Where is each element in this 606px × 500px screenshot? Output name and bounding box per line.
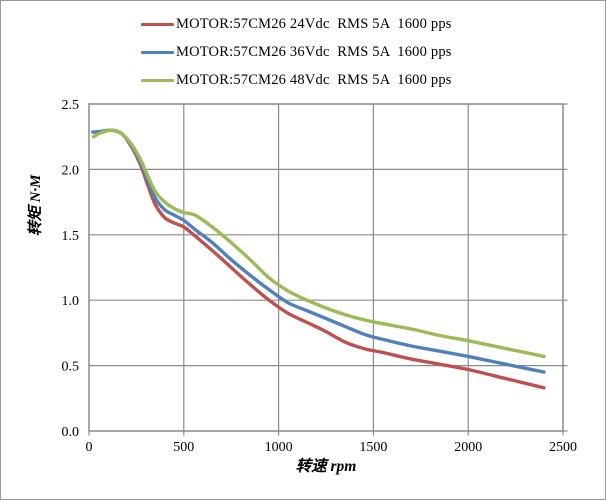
x-tick-label: 0 bbox=[86, 440, 93, 455]
legend: MOTOR:57CM26 24Vdc RMS 5A 1600 pps MOTOR… bbox=[141, 15, 452, 90]
y-tick-label: 1.0 bbox=[62, 294, 80, 309]
x-tick-label: 1500 bbox=[359, 440, 387, 455]
y-tick-label: 2.0 bbox=[62, 163, 80, 178]
legend-item-36vdc: MOTOR:57CM26 36Vdc RMS 5A 1600 pps bbox=[141, 43, 452, 62]
y-tick-label: 0.5 bbox=[62, 360, 80, 375]
curve-series-1 bbox=[91, 128, 546, 374]
curve-series-2 bbox=[92, 128, 546, 359]
y-tick-label: 0.0 bbox=[62, 425, 80, 440]
legend-line-swatch-24vdc bbox=[141, 22, 174, 27]
legend-label-48vdc: MOTOR:57CM26 48Vdc RMS 5A 1600 pps bbox=[176, 72, 452, 88]
legend-label-24vdc: MOTOR:57CM26 24Vdc RMS 5A 1600 pps bbox=[176, 16, 452, 32]
plot-border bbox=[88, 103, 564, 432]
legend-item-24vdc: MOTOR:57CM26 24Vdc RMS 5A 1600 pps bbox=[141, 15, 452, 34]
y-axis-title-text: 转矩 N·M bbox=[28, 174, 44, 237]
x-axis-title: 转速 rpm bbox=[295, 458, 357, 475]
x-tick-label: 500 bbox=[173, 440, 194, 455]
legend-line-swatch-48vdc bbox=[141, 78, 174, 83]
legend-label-36vdc: MOTOR:57CM26 36Vdc RMS 5A 1600 pps bbox=[176, 44, 452, 60]
legend-item-48vdc: MOTOR:57CM26 48Vdc RMS 5A 1600 pps bbox=[141, 71, 452, 90]
x-tick-label: 2500 bbox=[549, 440, 577, 455]
y-tick-label: 1.5 bbox=[62, 229, 80, 244]
x-tick-label: 1000 bbox=[265, 440, 293, 455]
y-tick-label: 2.5 bbox=[62, 98, 80, 113]
x-tick-label: 2000 bbox=[454, 440, 482, 455]
legend-line-swatch-36vdc bbox=[141, 50, 174, 55]
